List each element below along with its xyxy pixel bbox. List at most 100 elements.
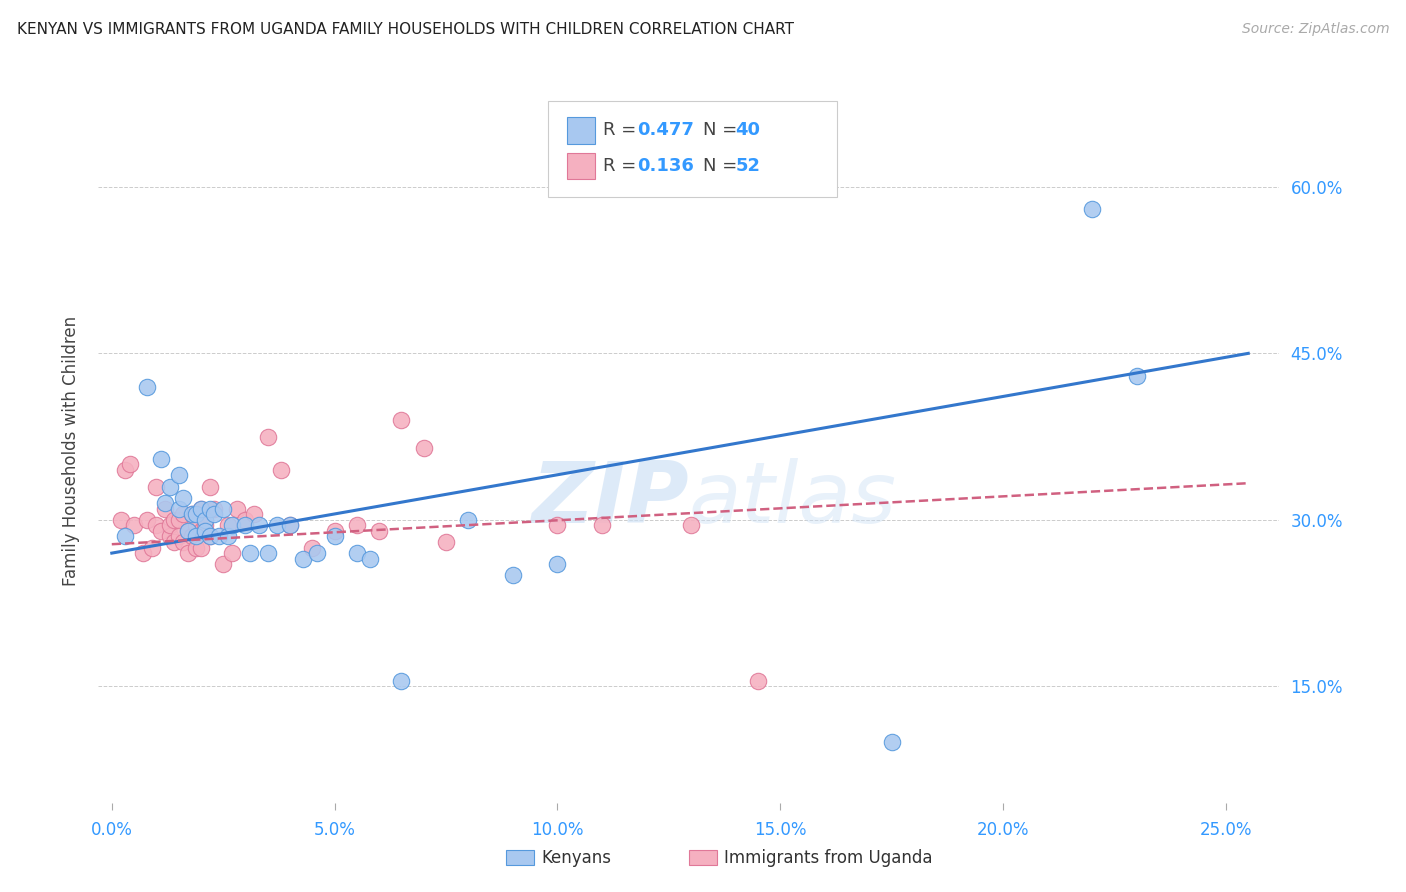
- Point: [159, 479, 181, 493]
- Point: [301, 541, 323, 555]
- Point: [122, 518, 145, 533]
- Point: [235, 513, 257, 527]
- Point: [359, 551, 381, 566]
- Point: [391, 673, 413, 688]
- Point: [212, 501, 235, 516]
- Point: [1126, 368, 1149, 383]
- Point: [305, 546, 328, 560]
- Text: KENYAN VS IMMIGRANTS FROM UGANDA FAMILY HOUSEHOLDS WITH CHILDREN CORRELATION CHA: KENYAN VS IMMIGRANTS FROM UGANDA FAMILY …: [17, 22, 794, 37]
- Point: [235, 518, 257, 533]
- Point: [145, 518, 167, 533]
- Point: [176, 524, 198, 538]
- Point: [256, 546, 278, 560]
- Point: [198, 529, 221, 543]
- Point: [176, 524, 198, 538]
- Point: [198, 479, 221, 493]
- Point: [546, 558, 568, 572]
- Point: [194, 513, 217, 527]
- Point: [546, 518, 568, 533]
- Point: [190, 541, 212, 555]
- Point: [172, 491, 194, 505]
- Text: 0.136: 0.136: [637, 157, 693, 175]
- Y-axis label: Family Households with Children: Family Households with Children: [62, 316, 80, 585]
- Point: [167, 501, 190, 516]
- Point: [278, 518, 301, 533]
- Point: [457, 513, 479, 527]
- Point: [181, 508, 204, 522]
- Point: [323, 524, 346, 538]
- Point: [190, 524, 212, 538]
- Point: [391, 413, 413, 427]
- Text: Kenyans: Kenyans: [541, 849, 612, 867]
- Text: 40: 40: [735, 121, 761, 139]
- Point: [346, 546, 368, 560]
- Point: [221, 546, 243, 560]
- Point: [747, 673, 769, 688]
- Point: [167, 529, 190, 543]
- Point: [368, 524, 391, 538]
- Point: [681, 518, 703, 533]
- Text: 0.477: 0.477: [637, 121, 693, 139]
- Point: [278, 518, 301, 533]
- Point: [190, 501, 212, 516]
- Point: [247, 518, 270, 533]
- Point: [141, 541, 163, 555]
- Point: [163, 535, 186, 549]
- Point: [202, 508, 225, 522]
- Point: [110, 513, 132, 527]
- Point: [202, 501, 225, 516]
- Point: [217, 518, 239, 533]
- Point: [323, 529, 346, 543]
- Point: [1081, 202, 1104, 216]
- Point: [239, 546, 262, 560]
- Point: [132, 546, 155, 560]
- Point: [136, 513, 159, 527]
- Point: [221, 518, 243, 533]
- Text: ZIP: ZIP: [531, 458, 689, 541]
- Text: Source: ZipAtlas.com: Source: ZipAtlas.com: [1241, 22, 1389, 37]
- Point: [412, 441, 434, 455]
- Point: [194, 518, 217, 533]
- Point: [198, 529, 221, 543]
- Point: [118, 458, 141, 472]
- Point: [243, 508, 266, 522]
- Point: [145, 479, 167, 493]
- Point: [502, 568, 524, 582]
- Point: [194, 524, 217, 538]
- Point: [186, 508, 208, 522]
- Point: [591, 518, 613, 533]
- Point: [217, 529, 239, 543]
- Point: [190, 501, 212, 516]
- Point: [176, 546, 198, 560]
- Point: [225, 501, 247, 516]
- Text: N =: N =: [703, 157, 742, 175]
- Point: [256, 429, 278, 443]
- Text: R =: R =: [603, 121, 643, 139]
- Point: [270, 463, 292, 477]
- Text: N =: N =: [703, 121, 742, 139]
- Point: [181, 508, 204, 522]
- Point: [114, 529, 136, 543]
- Point: [149, 524, 172, 538]
- Point: [114, 463, 136, 477]
- Point: [186, 518, 208, 533]
- Point: [163, 513, 186, 527]
- Point: [172, 508, 194, 522]
- Point: [149, 451, 172, 466]
- Point: [159, 529, 181, 543]
- Text: R =: R =: [603, 157, 643, 175]
- Point: [181, 529, 204, 543]
- Point: [212, 558, 235, 572]
- Point: [346, 518, 368, 533]
- Text: 52: 52: [735, 157, 761, 175]
- Point: [155, 501, 177, 516]
- Text: Immigrants from Uganda: Immigrants from Uganda: [724, 849, 932, 867]
- Point: [155, 496, 177, 510]
- Point: [208, 529, 231, 543]
- Point: [292, 551, 315, 566]
- Point: [167, 513, 190, 527]
- Point: [434, 535, 457, 549]
- Point: [167, 468, 190, 483]
- Point: [880, 735, 903, 749]
- Point: [198, 501, 221, 516]
